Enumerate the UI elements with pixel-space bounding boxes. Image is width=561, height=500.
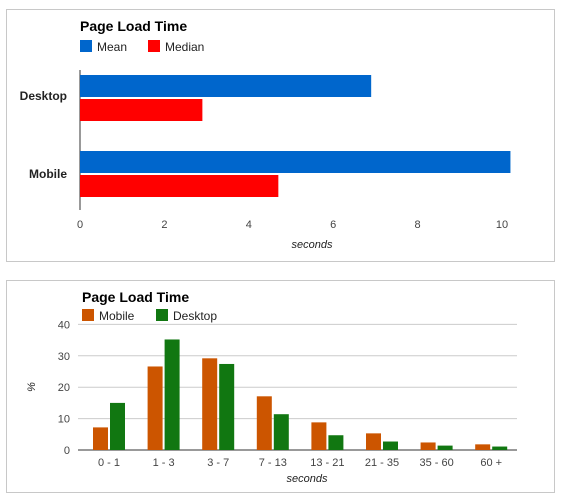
bar-1-3-desktop <box>164 339 180 450</box>
category-label-mobile: Mobile <box>29 167 67 181</box>
x-tick-label-35-60: 35 - 60 <box>419 457 453 469</box>
bar-3-7-desktop <box>219 363 235 450</box>
bar-7-13-desktop <box>273 414 289 450</box>
x-axis-title: seconds <box>287 473 328 485</box>
bar-0-1-desktop <box>110 402 125 450</box>
x-tick-label-60: 60 + <box>480 457 502 469</box>
x-tick-label-8: 8 <box>415 219 421 231</box>
bar-13-21-desktop <box>328 435 344 450</box>
x-tick-label-1-3: 1 - 3 <box>153 457 175 469</box>
x-tick-label-4: 4 <box>246 219 252 231</box>
x-tick-label-13-21: 13 - 21 <box>310 457 344 469</box>
y-tick-label-0: 0 <box>64 445 70 457</box>
x-tick-label-0: 0 <box>77 219 83 231</box>
y-tick-label-30: 30 <box>58 351 70 363</box>
x-tick-label-3-7: 3 - 7 <box>207 457 229 469</box>
category-label-desktop: Desktop <box>20 89 67 103</box>
bar-0-1-mobile <box>93 427 108 450</box>
bar-mobile-mean <box>80 151 511 173</box>
bar-13-21-mobile <box>311 422 327 450</box>
bar-60-desktop <box>492 446 508 450</box>
vertical-bar-chart: Page Load Time Mobile Desktop 0 10 20 30 40% 0 -… <box>26 289 517 485</box>
bar-desktop-median <box>80 99 203 121</box>
legend-swatch-mobile <box>82 309 94 321</box>
chart-panel-page-load-time-distribution: Page Load Time Mobile Desktop 0 10 20 30 40% 0 -… <box>6 280 555 493</box>
horizontal-bar-chart: Page Load Time Mean Median Desktop Mobile 0 2 4… <box>20 18 511 251</box>
legend-label-mean: Mean <box>97 40 127 54</box>
x-tick-label-2: 2 <box>161 219 167 231</box>
x-axis-title: seconds <box>292 239 333 251</box>
x-tick-label-21-35: 21 - 35 <box>365 457 399 469</box>
legend-swatch-desktop <box>156 309 168 321</box>
chart-panel-page-load-time-by-device: Page Load Time Mean Median Desktop Mobile 0 2 4… <box>6 9 555 262</box>
legend-label-desktop: Desktop <box>173 309 217 323</box>
y-tick-label-10: 10 <box>58 414 70 426</box>
legend-swatch-median <box>148 40 160 52</box>
legend-label-median: Median <box>165 40 204 54</box>
bar-1-3-mobile <box>147 366 163 450</box>
bar-60-mobile <box>475 444 491 450</box>
y-tick-label-40: 40 <box>58 319 70 331</box>
x-tick-label-0-1: 0 - 1 <box>98 457 120 469</box>
chart-title: Page Load Time <box>82 289 189 305</box>
bar-35-60-desktop <box>437 445 453 450</box>
bar-7-13-mobile <box>256 396 272 450</box>
y-axis-title: % <box>26 382 38 392</box>
x-tick-label-7-13: 7 - 13 <box>259 457 287 469</box>
y-tick-label-20: 20 <box>58 382 70 394</box>
bar-35-60-mobile <box>420 442 436 450</box>
x-tick-label-6: 6 <box>330 219 336 231</box>
legend-label-mobile: Mobile <box>99 309 135 323</box>
chart-title: Page Load Time <box>80 18 187 34</box>
bar-21-35-desktop <box>383 441 398 450</box>
x-tick-label-10: 10 <box>496 219 508 231</box>
bar-21-35-mobile <box>366 433 381 450</box>
bar-desktop-mean <box>80 75 372 97</box>
legend-swatch-mean <box>80 40 92 52</box>
bar-mobile-median <box>80 175 279 197</box>
bar-3-7-mobile <box>202 358 218 450</box>
